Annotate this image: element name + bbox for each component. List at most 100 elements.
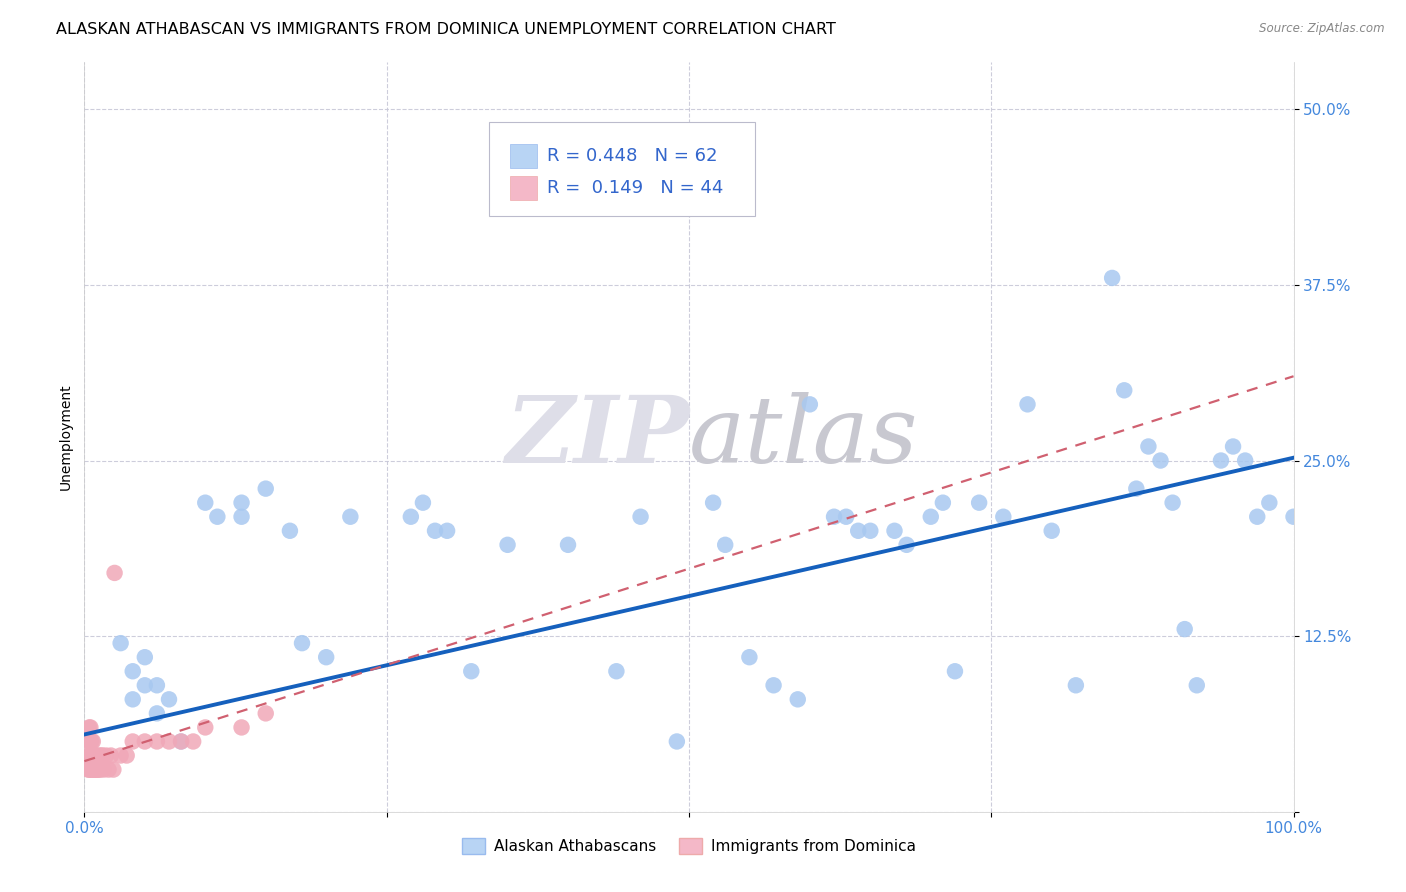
Point	[1185, 678, 1208, 692]
Point	[82, 734, 104, 748]
Point	[883, 524, 905, 538]
Point	[90, 748, 112, 763]
Point	[339, 509, 361, 524]
Point	[77, 721, 100, 735]
Point	[1064, 678, 1087, 692]
Point	[1222, 440, 1244, 454]
Point	[738, 650, 761, 665]
Point	[93, 763, 115, 777]
Point	[80, 763, 103, 777]
Point	[157, 734, 180, 748]
Point	[87, 748, 110, 763]
Point	[231, 721, 253, 735]
Point	[1137, 440, 1160, 454]
Text: ALASKAN ATHABASCAN VS IMMIGRANTS FROM DOMINICA UNEMPLOYMENT CORRELATION CHART: ALASKAN ATHABASCAN VS IMMIGRANTS FROM DO…	[56, 22, 837, 37]
Point	[110, 748, 132, 763]
Point	[79, 721, 101, 735]
Point	[1282, 509, 1305, 524]
Point	[79, 734, 101, 748]
Point	[115, 748, 138, 763]
Point	[278, 524, 301, 538]
Point	[1101, 271, 1123, 285]
Point	[79, 763, 101, 777]
Point	[82, 748, 104, 763]
Point	[630, 509, 652, 524]
Point	[77, 748, 100, 763]
Point	[157, 692, 180, 706]
Point	[1125, 482, 1147, 496]
Point	[86, 763, 108, 777]
Point	[932, 496, 955, 510]
Point	[103, 763, 125, 777]
Point	[170, 734, 193, 748]
Point	[859, 524, 882, 538]
Y-axis label: Unemployment: Unemployment	[59, 384, 73, 491]
Point	[714, 538, 737, 552]
Point	[1258, 496, 1281, 510]
Point	[496, 538, 519, 552]
Point	[605, 665, 627, 679]
Point	[1234, 453, 1257, 467]
Point	[846, 524, 869, 538]
Point	[89, 763, 111, 777]
Point	[1246, 509, 1268, 524]
Point	[436, 524, 458, 538]
Point	[315, 650, 337, 665]
Point	[134, 650, 156, 665]
FancyBboxPatch shape	[510, 145, 537, 169]
Point	[254, 482, 277, 496]
Point	[77, 763, 100, 777]
Text: R = 0.448   N = 62: R = 0.448 N = 62	[547, 147, 717, 165]
Point	[1174, 622, 1197, 636]
Point	[823, 509, 845, 524]
Text: Source: ZipAtlas.com: Source: ZipAtlas.com	[1260, 22, 1385, 36]
Point	[207, 509, 229, 524]
Point	[291, 636, 314, 650]
Point	[194, 496, 217, 510]
Point	[1209, 453, 1232, 467]
Point	[77, 734, 100, 748]
Point	[1017, 397, 1039, 411]
Point	[194, 721, 217, 735]
Point	[121, 692, 143, 706]
Point	[91, 748, 114, 763]
Point	[121, 734, 143, 748]
Point	[87, 763, 110, 777]
Point	[100, 748, 122, 763]
Point	[86, 748, 108, 763]
Point	[412, 496, 434, 510]
Point	[943, 665, 966, 679]
Point	[104, 566, 127, 580]
Point	[84, 763, 107, 777]
FancyBboxPatch shape	[510, 176, 537, 200]
Point	[146, 734, 169, 748]
Point	[80, 734, 103, 748]
Point	[110, 636, 132, 650]
FancyBboxPatch shape	[489, 122, 755, 216]
Point	[799, 397, 821, 411]
Point	[86, 763, 108, 777]
Point	[134, 678, 156, 692]
Point	[77, 763, 100, 777]
Point	[79, 748, 101, 763]
Point	[231, 509, 253, 524]
Point	[254, 706, 277, 721]
Point	[82, 763, 104, 777]
Text: atlas: atlas	[689, 392, 918, 482]
Point	[665, 734, 688, 748]
Point	[121, 665, 143, 679]
Point	[170, 734, 193, 748]
Text: ZIP: ZIP	[505, 392, 689, 482]
Point	[423, 524, 446, 538]
Point	[231, 496, 253, 510]
Point	[993, 509, 1015, 524]
Point	[920, 509, 942, 524]
Point	[84, 748, 107, 763]
Point	[399, 509, 422, 524]
Point	[83, 748, 105, 763]
Point	[835, 509, 858, 524]
Point	[83, 763, 105, 777]
Point	[1149, 453, 1171, 467]
Point	[702, 496, 724, 510]
Point	[80, 748, 103, 763]
